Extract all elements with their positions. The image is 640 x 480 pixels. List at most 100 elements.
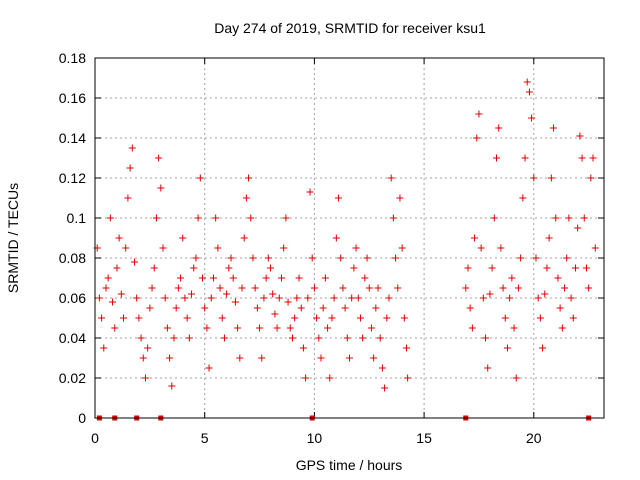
data-point — [343, 334, 351, 342]
data-point — [354, 294, 362, 302]
data-point — [576, 132, 584, 140]
data-point — [152, 214, 160, 222]
data-point — [378, 364, 386, 372]
data-point — [304, 294, 312, 302]
data-point — [482, 334, 490, 342]
data-point — [104, 274, 112, 282]
data-point — [163, 324, 171, 332]
data-point — [319, 304, 327, 312]
data-point — [109, 298, 117, 306]
data-point — [133, 294, 141, 302]
data-point — [111, 324, 119, 332]
data-point — [490, 214, 498, 222]
data-point — [591, 244, 599, 252]
data-point — [488, 264, 496, 272]
data-point — [547, 174, 555, 182]
data-point — [585, 284, 593, 292]
data-point — [464, 264, 472, 272]
data-point — [387, 174, 395, 182]
data-point — [227, 254, 235, 262]
data-point — [113, 264, 121, 272]
data-point — [122, 244, 130, 252]
data-point — [367, 324, 375, 332]
data-point — [550, 124, 558, 132]
data-point — [148, 284, 156, 292]
data-point — [543, 264, 551, 272]
data-point — [288, 334, 296, 342]
data-point — [315, 334, 323, 342]
y-tick-label: 0.18 — [59, 50, 86, 66]
data-point — [225, 264, 233, 272]
y-tick-label: 0.06 — [59, 290, 86, 306]
data-point — [240, 234, 248, 242]
data-point — [484, 364, 492, 372]
data-point — [205, 364, 213, 372]
data-point — [352, 244, 360, 252]
data-point — [141, 374, 149, 382]
data-point — [365, 284, 373, 292]
data-point — [177, 274, 185, 282]
data-point — [337, 254, 345, 262]
data-point — [223, 290, 231, 298]
data-point — [359, 334, 367, 342]
data-point — [161, 294, 169, 302]
data-point — [100, 344, 108, 352]
data-point — [532, 254, 540, 262]
data-point — [245, 174, 253, 182]
data-point — [558, 324, 566, 332]
data-point — [404, 374, 412, 382]
data-point — [541, 290, 549, 298]
data-point — [497, 244, 505, 252]
data-point — [251, 284, 259, 292]
data-point — [545, 234, 553, 242]
data-point — [517, 254, 525, 262]
data-point — [468, 324, 476, 332]
data-point — [271, 310, 279, 318]
data-points — [93, 78, 599, 421]
data-point — [328, 314, 336, 322]
data-point — [403, 344, 411, 352]
data-point — [174, 284, 182, 292]
y-tick-label: 0.14 — [59, 130, 86, 146]
data-point — [525, 88, 533, 96]
data-point — [565, 214, 573, 222]
data-point — [361, 274, 369, 282]
data-point — [128, 144, 136, 152]
data-point — [372, 304, 380, 312]
data-point — [385, 294, 393, 302]
data-point — [510, 324, 518, 332]
data-point — [317, 354, 325, 362]
data-point — [356, 314, 364, 322]
data-point — [396, 194, 404, 202]
data-point — [203, 324, 211, 332]
data-point — [157, 184, 165, 192]
data-point — [330, 294, 338, 302]
x-tick-label: 20 — [526, 430, 542, 446]
data-point — [561, 284, 569, 292]
data-point — [282, 214, 290, 222]
data-point — [196, 174, 204, 182]
data-point — [139, 354, 147, 362]
y-tick-label: 0.1 — [67, 210, 87, 226]
data-point — [183, 314, 191, 322]
data-point — [115, 234, 123, 242]
data-point — [302, 374, 310, 382]
data-point — [192, 254, 200, 262]
data-point — [236, 354, 244, 362]
data-point — [523, 78, 531, 86]
data-point — [135, 314, 143, 322]
data-point — [346, 354, 353, 362]
data-point — [262, 274, 270, 282]
data-point — [521, 154, 529, 162]
data-point — [238, 284, 246, 292]
data-point — [295, 274, 303, 282]
data-point — [199, 274, 207, 282]
data-point — [130, 258, 138, 266]
data-point — [466, 304, 474, 312]
data-point — [102, 284, 110, 292]
y-tick-label: 0.02 — [59, 370, 86, 386]
data-point — [214, 244, 222, 252]
data-point — [567, 294, 575, 302]
data-point — [578, 154, 586, 162]
